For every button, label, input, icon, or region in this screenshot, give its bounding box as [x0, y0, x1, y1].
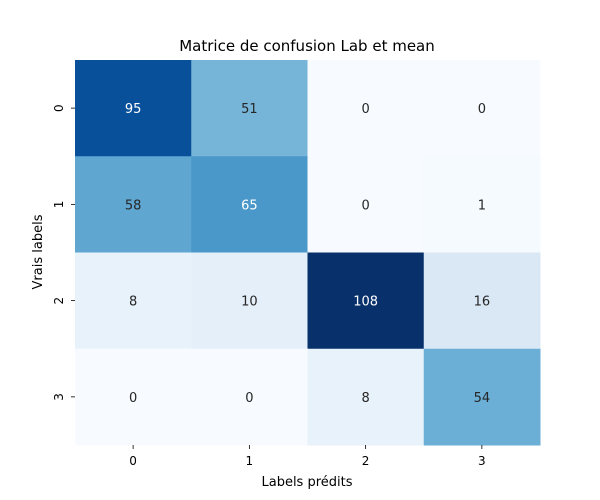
heatmap-cell-3-3	[423, 348, 541, 446]
x-tick-label-1: 1	[246, 454, 254, 468]
cell-value-2-0: 8	[129, 295, 137, 310]
heatmap-cell-1-0	[75, 156, 192, 253]
heatmap-cell-1-1	[191, 156, 308, 253]
cell-value-1-0: 58	[125, 198, 142, 213]
x-axis-ticks: 0 1 2 3	[129, 445, 486, 468]
cell-value-2-2: 108	[353, 295, 378, 310]
heatmap-cell-1-3	[423, 156, 541, 253]
cell-value-0-1: 51	[241, 102, 258, 117]
x-tick-label-2: 2	[362, 454, 370, 468]
heatmap-cell-2-3	[423, 252, 541, 350]
y-tick-label-0: 0	[52, 104, 66, 112]
cell-value-1-3: 1	[478, 198, 486, 213]
chart-title: Matrice de confusion Lab et mean	[179, 37, 435, 55]
cell-value-1-2: 0	[361, 198, 369, 213]
y-tick-label-3: 3	[52, 393, 66, 401]
heatmap-cell-3-1	[191, 348, 308, 446]
y-tick-label-1: 1	[52, 201, 66, 209]
cell-value-0-2: 0	[361, 102, 369, 117]
cell-value-3-3: 54	[474, 391, 491, 406]
x-tick-label-3: 3	[478, 454, 486, 468]
y-tick-label-2: 2	[52, 297, 66, 305]
heatmap-cell-3-0	[75, 348, 192, 446]
cell-value-0-3: 0	[478, 102, 486, 117]
heatmap-cells: 95 51 0 0 58 65 0 1 8 10 108 16 0 0 8 54	[75, 60, 541, 446]
heatmap-cell-1-2	[307, 156, 425, 253]
cell-value-3-0: 0	[129, 391, 137, 406]
heatmap-cell-2-0	[75, 252, 192, 350]
x-tick-label-0: 0	[129, 454, 137, 468]
heatmap-cell-2-2	[307, 252, 425, 350]
cell-value-2-3: 16	[474, 295, 491, 310]
cell-value-3-2: 8	[361, 391, 369, 406]
heatmap-cell-3-2	[307, 348, 425, 446]
cell-value-3-1: 0	[245, 391, 253, 406]
heatmap-cell-0-2	[307, 60, 425, 157]
cell-value-2-1: 10	[241, 295, 258, 310]
cell-value-0-0: 95	[125, 102, 142, 117]
heatmap-cell-0-1	[191, 60, 308, 157]
x-axis-label: Labels prédits	[261, 475, 352, 490]
heatmap-cell-0-0	[75, 60, 192, 157]
y-axis-ticks: 0 1 2 3	[52, 104, 75, 401]
y-axis-label: Vrais labels	[31, 214, 46, 289]
heatmap-cell-0-3	[423, 60, 541, 157]
cell-value-1-1: 65	[241, 198, 258, 213]
heatmap-cell-2-1	[191, 252, 308, 350]
